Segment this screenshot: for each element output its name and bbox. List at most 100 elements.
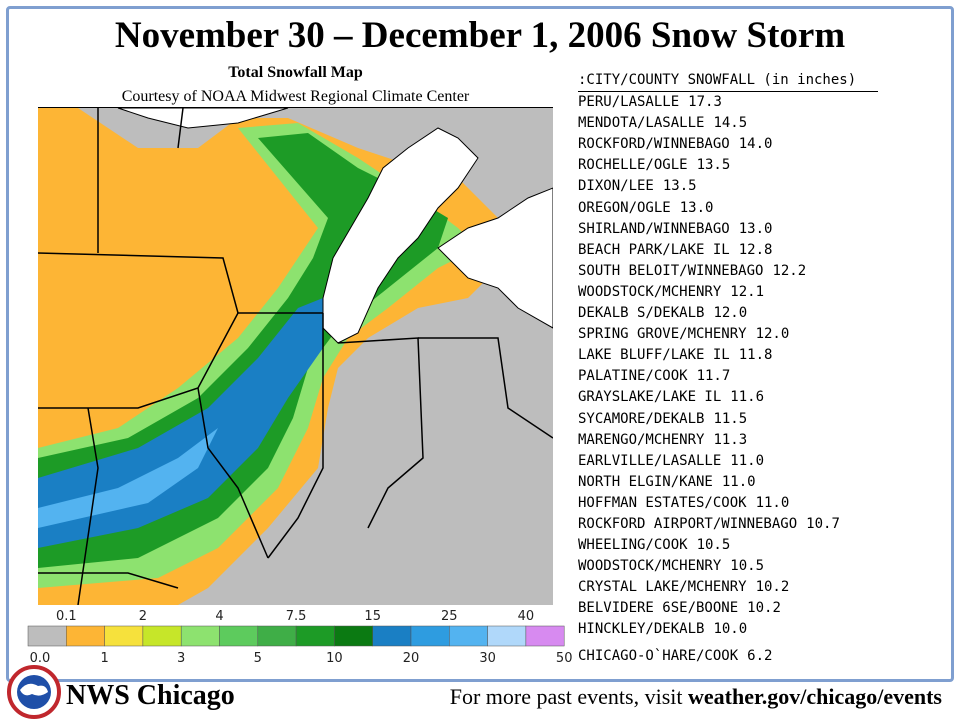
amount: 10.5 bbox=[696, 537, 731, 554]
list-entry: ROCHELLE/OGLE 13.5 bbox=[578, 155, 878, 176]
legend-label: 0.1 bbox=[56, 609, 77, 624]
place: NORTH ELGIN/KANE bbox=[578, 473, 713, 490]
amount: 10.7 bbox=[806, 515, 840, 532]
place: ROCHELLE/OGLE bbox=[578, 157, 688, 174]
place: ROCKFORD AIRPORT/WINNEBAGO bbox=[578, 515, 798, 532]
list-entry: LAKE BLUFF/LAKE IL 11.8 bbox=[578, 345, 878, 366]
list-entry: BEACH PARK/LAKE IL 12.8 bbox=[578, 240, 878, 261]
list-heading: :CITY/COUNTY SNOWFALL (in inches) bbox=[578, 70, 879, 93]
amount: 11.7 bbox=[696, 368, 731, 385]
place: WOODSTOCK/MCHENRY bbox=[578, 558, 722, 575]
legend-swatch bbox=[219, 625, 259, 647]
list-entry: SHIRLAND/WINNEBAGO 13.0 bbox=[578, 219, 878, 240]
legend-label: 25 bbox=[441, 609, 458, 624]
place: OREGON/OGLE bbox=[578, 199, 671, 216]
place: PERU/LASALLE bbox=[578, 94, 680, 111]
list-entry: SYCAMORE/DEKALB 11.5 bbox=[578, 409, 878, 430]
legend-swatch bbox=[142, 625, 182, 647]
footer-text: For more past events, visit weather.gov/… bbox=[450, 684, 942, 710]
amount: 10.5 bbox=[730, 558, 765, 575]
list-entry: SOUTH BELOIT/WINNEBAGO 12.2 bbox=[578, 261, 878, 282]
map-title: Total Snowfall Map bbox=[228, 64, 363, 81]
legend-swatch bbox=[449, 625, 488, 647]
list-entry: MENDOTA/LASALLE 14.5 bbox=[578, 113, 878, 134]
list-entry: GRAYSLAKE/LAKE IL 11.6 bbox=[578, 387, 878, 408]
amount: 11.0 bbox=[721, 473, 756, 490]
place: MARENGO/MCHENRY bbox=[578, 431, 705, 448]
amount: 13.5 bbox=[662, 178, 697, 195]
list-entry: BELVIDERE 6SE/BOONE 10.2 bbox=[578, 598, 878, 619]
nws-logo bbox=[7, 665, 61, 719]
amount: 11.6 bbox=[730, 389, 765, 406]
place: SHIRLAND/WINNEBAGO bbox=[578, 220, 730, 237]
amount: 12.0 bbox=[755, 326, 790, 343]
color-legend: 0.0 0.1 1 2 3 4 5 7.5 10 15 20 25 30 40 50 bbox=[27, 609, 573, 666]
list-entry: HINCKLEY/DEKALB 10.0 bbox=[578, 619, 878, 640]
place: HINCKLEY/DEKALB bbox=[578, 621, 705, 638]
legend-swatch bbox=[66, 625, 105, 647]
place: MENDOTA/LASALLE bbox=[578, 115, 705, 132]
snowfall-list: :CITY/COUNTY SNOWFALL (in inches) PERU/L… bbox=[578, 70, 879, 667]
title: November 30 – December 1, 2006 Snow Stor… bbox=[114, 15, 846, 56]
list-entry: OREGON/OGLE 13.0 bbox=[578, 198, 878, 219]
amount: 12.1 bbox=[730, 283, 765, 300]
list-entry: NORTH ELGIN/KANE 11.0 bbox=[578, 472, 878, 493]
place: ROCKFORD/WINNEBAGO bbox=[578, 136, 730, 153]
list-entry: MARENGO/MCHENRY 11.3 bbox=[578, 430, 878, 451]
list-entry: WHEELING/COOK 10.5 bbox=[578, 535, 878, 556]
list-entry: WOODSTOCK/MCHENRY 10.5 bbox=[578, 556, 878, 577]
legend-label: 50 bbox=[556, 651, 573, 666]
amount: 14.0 bbox=[738, 136, 773, 153]
list-entry: DIXON/LEE 13.5 bbox=[578, 176, 878, 197]
amount: 10.0 bbox=[713, 621, 748, 638]
list-entry: PALATINE/COOK 11.7 bbox=[578, 366, 878, 387]
legend-label: 4 bbox=[215, 609, 223, 624]
list-entry: CHICAGO-O`HARE/COOK 6.2 bbox=[578, 646, 878, 667]
list-entry: DEKALB S/DEKALB 12.0 bbox=[578, 303, 878, 324]
place: BEACH PARK/LAKE IL bbox=[578, 241, 730, 258]
legend-label: 2 bbox=[139, 609, 147, 624]
place: CHICAGO-O`HARE/COOK bbox=[578, 647, 739, 664]
legend-swatch bbox=[257, 625, 297, 647]
place: LAKE BLUFF/LAKE IL bbox=[578, 347, 730, 364]
place: SYCAMORE/DEKALB bbox=[578, 410, 705, 427]
legend-swatch bbox=[27, 625, 67, 647]
legend-swatch bbox=[295, 625, 335, 647]
office-name: NWS Chicago bbox=[66, 680, 235, 711]
footer-prompt: For more past events, visit bbox=[449, 684, 683, 709]
legend-swatch bbox=[104, 625, 144, 647]
amount: 12.0 bbox=[713, 305, 748, 322]
amount: 11.3 bbox=[713, 431, 748, 448]
place: SPRING GROVE/MCHENRY bbox=[578, 326, 747, 343]
place: HOFFMAN ESTATES/COOK bbox=[578, 494, 747, 511]
legend-label: 20 bbox=[403, 651, 420, 666]
list-entry: PERU/LASALLE 17.3 bbox=[578, 92, 878, 113]
list-entry: CRYSTAL LAKE/MCHENRY 10.2 bbox=[578, 577, 878, 598]
legend-label: 0.0 bbox=[30, 651, 51, 666]
legend-label: 15 bbox=[364, 609, 381, 624]
legend-label: 3 bbox=[177, 651, 185, 666]
legend-swatch bbox=[525, 625, 565, 647]
amount: 11.0 bbox=[730, 452, 765, 469]
amount: 13.0 bbox=[738, 220, 773, 237]
list-entry: ROCKFORD/WINNEBAGO 14.0 bbox=[578, 134, 878, 155]
frame bbox=[6, 6, 954, 682]
list-entry: HOFFMAN ESTATES/COOK 11.0 bbox=[578, 493, 878, 514]
amount: 10.2 bbox=[755, 579, 790, 596]
place: DIXON/LEE bbox=[578, 178, 654, 195]
footer-link[interactable]: weather.gov/chicago/events bbox=[688, 684, 942, 709]
place: SOUTH BELOIT/WINNEBAGO bbox=[578, 262, 764, 279]
list-entry: EARLVILLE/LASALLE 11.0 bbox=[578, 451, 878, 472]
legend-swatch bbox=[410, 625, 450, 647]
amount: 17.3 bbox=[688, 94, 722, 111]
credit: Courtesy of NOAA Midwest Regional Climat… bbox=[38, 88, 553, 108]
legend-swatch bbox=[487, 625, 527, 647]
place: WOODSTOCK/MCHENRY bbox=[578, 283, 722, 300]
snowfall-map bbox=[38, 108, 553, 605]
legend-label: 10 bbox=[326, 651, 343, 666]
amount: 14.5 bbox=[713, 115, 748, 132]
legend-label: 7.5 bbox=[286, 609, 307, 624]
amount: 13.5 bbox=[696, 157, 731, 174]
amount: 11.5 bbox=[713, 410, 748, 427]
legend-label: 5 bbox=[254, 651, 262, 666]
